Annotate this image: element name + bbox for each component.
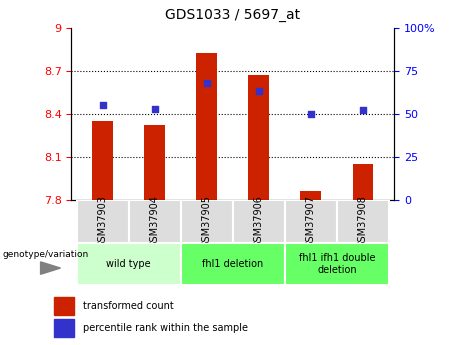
Text: wild type: wild type <box>106 259 151 269</box>
Text: fhl1 ifh1 double
deletion: fhl1 ifh1 double deletion <box>299 253 375 275</box>
Bar <box>301 191 321 200</box>
Text: fhl1 deletion: fhl1 deletion <box>202 259 263 269</box>
Text: GSM37908: GSM37908 <box>358 195 368 248</box>
Text: GSM37907: GSM37907 <box>306 195 316 248</box>
Text: percentile rank within the sample: percentile rank within the sample <box>83 323 248 333</box>
Polygon shape <box>41 262 60 274</box>
Bar <box>54 319 75 337</box>
Bar <box>77 243 181 285</box>
Bar <box>353 164 373 200</box>
Text: genotype/variation: genotype/variation <box>2 250 89 259</box>
Bar <box>285 200 337 243</box>
Point <box>99 102 106 108</box>
Bar <box>144 125 165 200</box>
Point <box>203 80 211 86</box>
Bar <box>181 243 285 285</box>
Text: GSM37903: GSM37903 <box>98 195 108 248</box>
Text: GSM37904: GSM37904 <box>150 195 160 248</box>
Text: transformed count: transformed count <box>83 300 173 310</box>
Point <box>359 108 366 113</box>
Title: GDS1033 / 5697_at: GDS1033 / 5697_at <box>165 8 301 22</box>
Bar <box>233 200 285 243</box>
Bar <box>248 75 269 200</box>
Bar <box>54 297 75 315</box>
Bar <box>129 200 181 243</box>
Point <box>255 89 262 94</box>
Text: GSM37905: GSM37905 <box>202 195 212 248</box>
Bar <box>77 200 129 243</box>
Bar <box>92 121 113 200</box>
Bar <box>337 200 389 243</box>
Point <box>151 106 159 111</box>
Text: GSM37906: GSM37906 <box>254 195 264 248</box>
Bar <box>196 53 217 200</box>
Bar <box>181 200 233 243</box>
Point <box>307 111 314 117</box>
Bar <box>285 243 389 285</box>
